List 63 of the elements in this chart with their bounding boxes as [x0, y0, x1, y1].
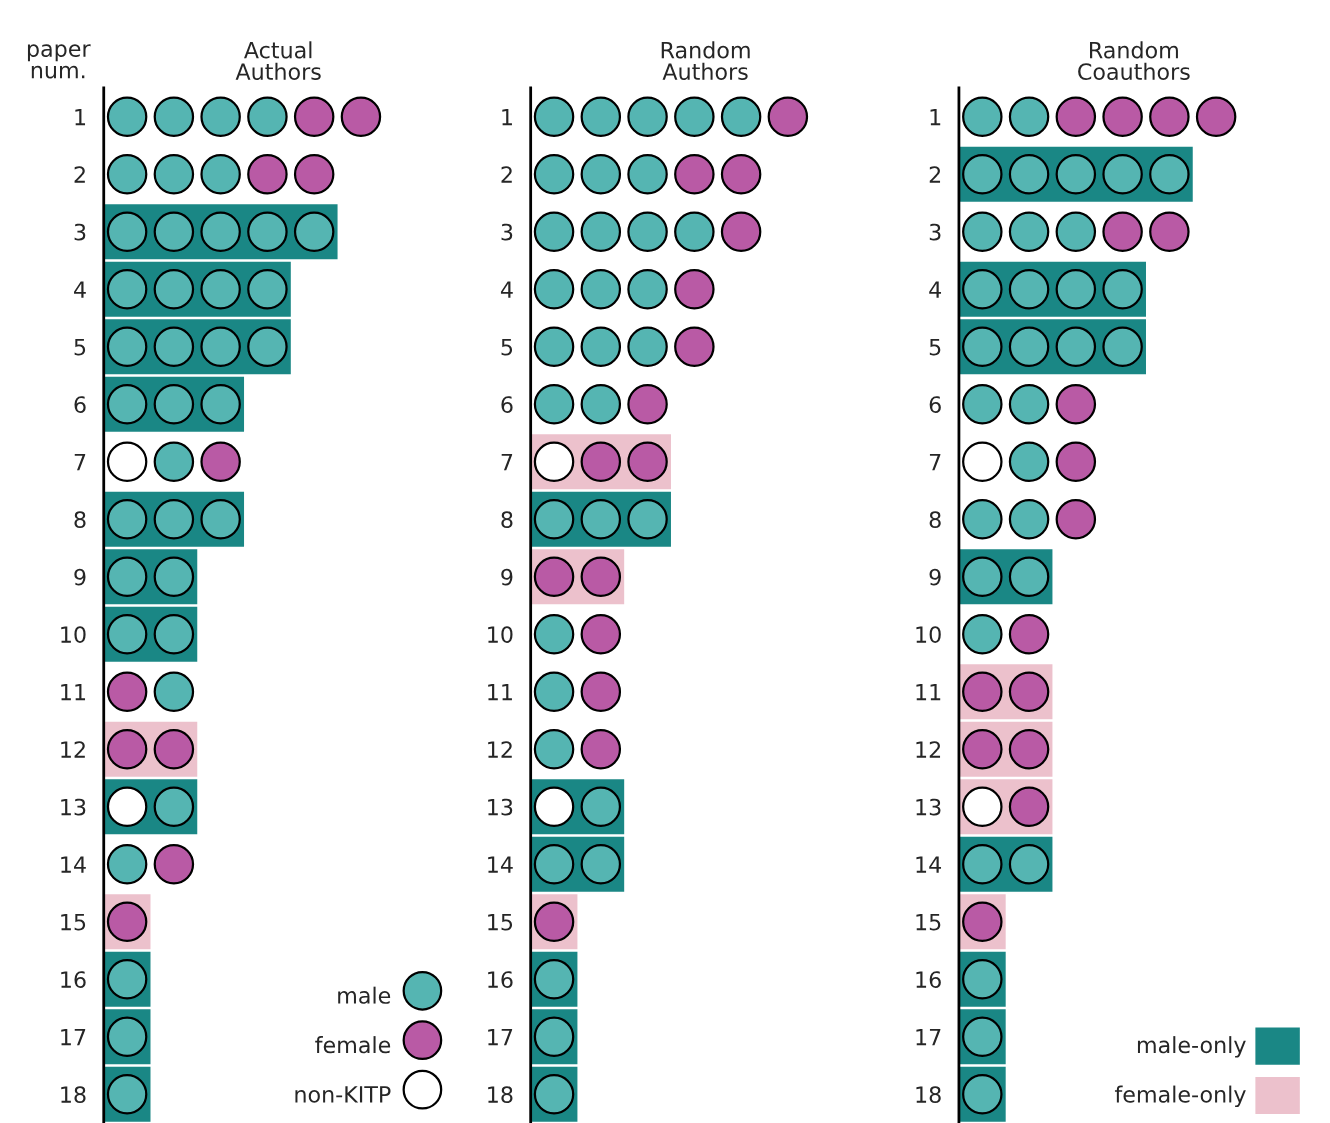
y-tick-label: 3	[74, 223, 86, 241]
y-tick-label: 12	[488, 741, 512, 758]
y-tick-label: 18	[916, 1086, 941, 1104]
legend-label: female-only	[1114, 1085, 1246, 1108]
y-tick-label: 3	[501, 223, 513, 241]
y-tick-label: 13	[916, 798, 941, 816]
y-tick-label: 2	[929, 166, 941, 183]
y-tick-label: 4	[929, 281, 942, 298]
y-tick-label: 7	[74, 453, 86, 471]
y-tick-label: 14	[488, 856, 513, 873]
y-tick-label: 1	[75, 108, 86, 126]
y-tick-label: 12	[61, 741, 85, 758]
y-tick-label: 10	[61, 626, 86, 644]
y-tick-label: 4	[500, 281, 513, 298]
chart-title: Actual Authors	[235, 41, 321, 80]
y-tick-label: 1	[930, 108, 941, 126]
y-axis-title: paper num.	[27, 44, 91, 79]
y-tick-label: 15	[916, 913, 941, 931]
legend-label: male	[338, 986, 391, 1004]
y-tick-label: 11	[488, 683, 512, 701]
y-tick-label: 7	[929, 453, 941, 471]
legend-label: male-only	[1137, 1036, 1246, 1058]
y-tick-label: 10	[916, 626, 941, 644]
y-tick-label: 2	[74, 166, 85, 183]
y-tick-label: 17	[61, 1028, 86, 1046]
y-tick-label: 6	[929, 396, 941, 414]
y-tick-label: 18	[488, 1086, 513, 1104]
y-tick-label: 9	[929, 568, 941, 586]
y-tick-label: 5	[929, 338, 941, 356]
y-tick-label: 6	[501, 396, 513, 414]
y-tick-label: 12	[916, 741, 941, 758]
legend-label: non-KITP	[295, 1086, 391, 1103]
y-tick-label: 15	[488, 913, 513, 931]
y-tick-label: 9	[501, 568, 513, 586]
y-tick-label: 15	[61, 913, 86, 931]
y-tick-label: 10	[488, 626, 513, 644]
y-tick-label: 5	[74, 338, 86, 356]
y-tick-label: 11	[916, 683, 941, 701]
y-tick-label: 14	[61, 856, 86, 873]
y-tick-label: 4	[74, 281, 86, 298]
y-tick-label: 7	[501, 453, 513, 471]
y-tick-label: 16	[488, 971, 513, 989]
y-tick-label: 16	[916, 971, 941, 989]
y-tick-label: 13	[488, 798, 513, 816]
y-tick-label: 16	[61, 971, 86, 989]
y-tick-label: 8	[929, 511, 941, 529]
y-tick-label: 8	[74, 511, 86, 529]
y-tick-label: 17	[488, 1028, 513, 1046]
y-tick-label: 1	[502, 108, 512, 126]
chart-title: Random Coauthors	[1078, 41, 1190, 80]
y-tick-label: 17	[916, 1028, 941, 1046]
y-tick-label: 3	[929, 223, 941, 241]
y-tick-label: 14	[916, 856, 942, 873]
y-tick-label: 18	[61, 1086, 86, 1104]
y-tick-label: 11	[61, 683, 86, 701]
y-tick-label: 9	[74, 568, 86, 586]
chart-title: Random Authors	[661, 41, 750, 80]
y-tick-label: 5	[501, 338, 513, 356]
y-tick-label: 2	[501, 166, 512, 183]
y-tick-label: 13	[61, 798, 86, 816]
y-tick-label: 8	[501, 511, 513, 529]
legend-label: female	[315, 1036, 391, 1054]
y-tick-label: 6	[74, 396, 86, 414]
